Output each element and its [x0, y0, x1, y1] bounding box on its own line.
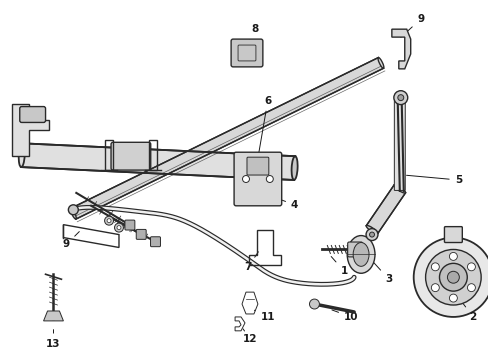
- Polygon shape: [367, 185, 406, 234]
- Text: 11: 11: [254, 310, 275, 322]
- Polygon shape: [21, 143, 295, 180]
- Text: 9: 9: [401, 14, 424, 37]
- Circle shape: [449, 252, 457, 260]
- Text: 10: 10: [332, 310, 358, 322]
- Circle shape: [267, 176, 273, 183]
- Polygon shape: [392, 29, 411, 69]
- FancyBboxPatch shape: [394, 100, 405, 190]
- Ellipse shape: [19, 143, 25, 167]
- Polygon shape: [44, 311, 63, 321]
- Text: 7: 7: [245, 252, 258, 272]
- Ellipse shape: [292, 156, 297, 180]
- FancyBboxPatch shape: [125, 220, 135, 230]
- Text: 4: 4: [270, 196, 298, 210]
- FancyBboxPatch shape: [234, 152, 282, 206]
- Text: 1: 1: [331, 257, 348, 276]
- Text: 2: 2: [450, 287, 477, 322]
- Circle shape: [104, 216, 114, 225]
- Circle shape: [115, 223, 123, 232]
- Circle shape: [431, 284, 440, 292]
- Circle shape: [449, 294, 457, 302]
- Text: 8: 8: [248, 24, 259, 42]
- Circle shape: [243, 176, 249, 183]
- Ellipse shape: [71, 208, 76, 219]
- Circle shape: [447, 271, 459, 283]
- Circle shape: [431, 263, 440, 271]
- Polygon shape: [71, 58, 384, 219]
- FancyBboxPatch shape: [20, 107, 46, 122]
- Circle shape: [310, 299, 319, 309]
- Text: 6: 6: [258, 96, 271, 156]
- Text: 3: 3: [371, 260, 392, 284]
- Text: 5: 5: [407, 175, 462, 185]
- Circle shape: [467, 263, 475, 271]
- FancyBboxPatch shape: [231, 39, 263, 67]
- Circle shape: [69, 205, 78, 215]
- Circle shape: [394, 91, 408, 105]
- Circle shape: [414, 238, 490, 317]
- Circle shape: [117, 226, 121, 230]
- Circle shape: [440, 264, 467, 291]
- FancyBboxPatch shape: [136, 229, 146, 239]
- FancyBboxPatch shape: [444, 227, 462, 243]
- Ellipse shape: [353, 243, 369, 266]
- Ellipse shape: [378, 58, 384, 68]
- Circle shape: [107, 219, 111, 223]
- Circle shape: [366, 229, 378, 240]
- Text: 13: 13: [46, 330, 61, 349]
- FancyBboxPatch shape: [247, 157, 269, 175]
- FancyBboxPatch shape: [348, 242, 363, 257]
- Circle shape: [398, 95, 404, 100]
- Ellipse shape: [394, 185, 406, 193]
- Ellipse shape: [347, 235, 375, 273]
- Text: 12: 12: [243, 329, 257, 344]
- Polygon shape: [12, 104, 49, 156]
- Circle shape: [467, 284, 475, 292]
- Text: 9: 9: [63, 231, 79, 249]
- Ellipse shape: [366, 225, 378, 234]
- Circle shape: [369, 232, 374, 237]
- Circle shape: [426, 249, 481, 305]
- FancyBboxPatch shape: [111, 142, 151, 170]
- FancyBboxPatch shape: [150, 237, 160, 247]
